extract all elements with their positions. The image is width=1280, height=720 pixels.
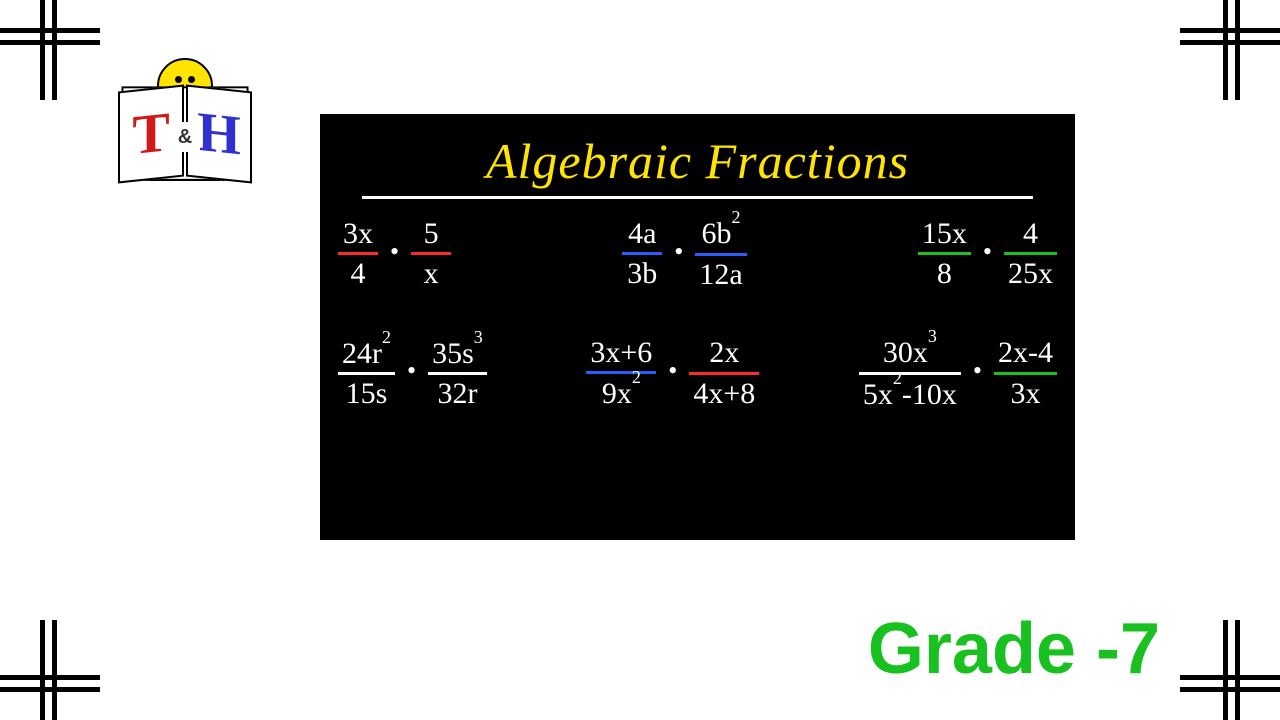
- multiply-dot: •: [388, 237, 401, 267]
- multiply-dot: •: [971, 356, 984, 386]
- blackboard: Algebraic Fractions 3x4•5x 4a3b•6b212a 15x…: [320, 114, 1075, 540]
- multiply-dot: •: [405, 356, 418, 386]
- fraction-problem: 30x35x2-10x•2x-43x: [859, 336, 1057, 410]
- multiply-dot: •: [672, 237, 685, 267]
- th-logo: T H &: [110, 50, 260, 190]
- fraction-problem: 24r215s•35s332r: [338, 336, 487, 410]
- title-underline: [362, 196, 1033, 199]
- corner-decoration-bl: [0, 620, 100, 720]
- problem-row: 24r215s•35s332r 3x+69x2•2x4x+8 30x35x2-10x…: [338, 336, 1057, 410]
- problem-rows: 3x4•5x 4a3b•6b212a 15x8•425x 24r215s•35s332…: [332, 217, 1063, 410]
- fraction-problem: 4a3b•6b212a: [622, 217, 746, 290]
- corner-decoration-br: [1180, 620, 1280, 720]
- multiply-dot: •: [666, 356, 679, 386]
- fraction-problem: 3x+69x2•2x4x+8: [586, 336, 759, 410]
- grade-label: Grade -7: [868, 608, 1160, 690]
- fraction-problem: 3x4•5x: [338, 217, 451, 290]
- corner-decoration-tr: [1180, 0, 1280, 100]
- board-title: Algebraic Fractions: [332, 132, 1063, 190]
- multiply-dot: •: [981, 237, 994, 267]
- fraction-problem: 15x8•425x: [918, 217, 1057, 290]
- corner-decoration-tl: [0, 0, 100, 100]
- problem-row: 3x4•5x 4a3b•6b212a 15x8•425x: [338, 217, 1057, 290]
- logo-ampersand: &: [170, 122, 200, 152]
